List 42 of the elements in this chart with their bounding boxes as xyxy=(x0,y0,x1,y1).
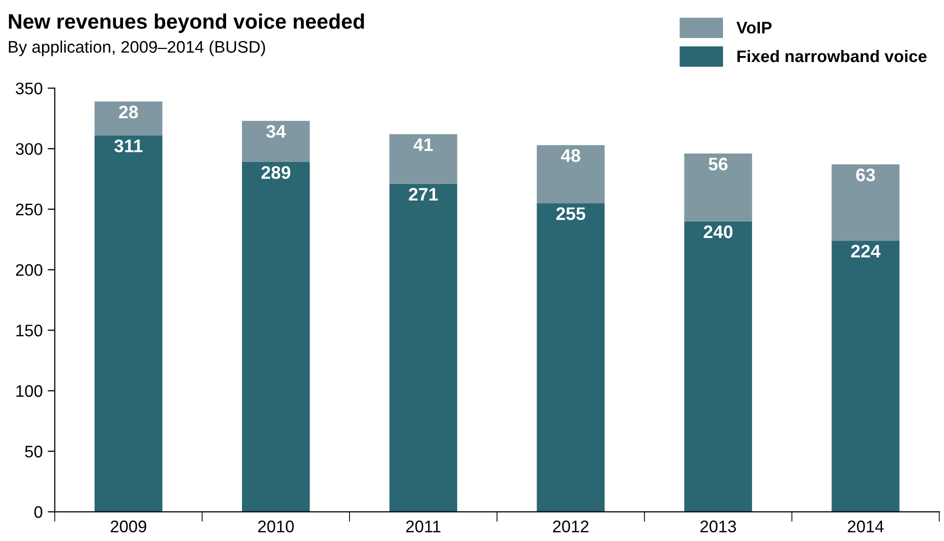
data-label: 48 xyxy=(560,149,580,162)
data-label: 255 xyxy=(556,207,586,220)
bar xyxy=(389,134,458,184)
bar xyxy=(536,203,605,512)
x-tick-label: 2010 xyxy=(258,520,294,532)
y-tick-label: 50 xyxy=(25,446,42,458)
y-tick-label: 350 xyxy=(16,82,42,94)
data-label: 289 xyxy=(261,166,290,179)
bar xyxy=(389,184,458,512)
y-tick-label: 300 xyxy=(16,143,42,155)
x-tick-label: 2011 xyxy=(406,520,440,532)
bar xyxy=(832,164,900,241)
bar xyxy=(684,221,752,512)
chart-subtitle: By application, 2009–2014 (BUSD) xyxy=(8,40,266,56)
data-label: 41 xyxy=(414,138,433,151)
bar xyxy=(242,162,310,512)
legend-label: Fixed narrowband voice xyxy=(737,50,927,62)
bar xyxy=(242,120,310,162)
data-label: 56 xyxy=(708,158,728,170)
x-tick-label: 2014 xyxy=(848,520,884,532)
bar xyxy=(94,101,162,136)
legend-label: VoIP xyxy=(736,22,772,34)
bar xyxy=(536,145,605,204)
chart-title: New revenues beyond voice needed xyxy=(8,14,364,33)
bar xyxy=(94,135,162,512)
y-tick-label: 100 xyxy=(16,385,42,397)
x-tick-label: 2013 xyxy=(700,520,736,532)
data-label: 63 xyxy=(856,168,875,182)
bar xyxy=(832,240,900,512)
y-tick-label: 150 xyxy=(16,324,42,336)
data-label: 240 xyxy=(704,225,732,238)
data-label: 224 xyxy=(851,244,881,258)
y-tick-label: 0 xyxy=(34,506,42,518)
bar xyxy=(684,154,752,222)
x-tick-label: 2012 xyxy=(553,520,588,532)
data-label: 34 xyxy=(266,124,286,138)
data-label: 271 xyxy=(408,188,438,201)
data-label: 311 xyxy=(114,139,143,152)
y-tick-label: 200 xyxy=(16,264,42,276)
data-label: 28 xyxy=(119,106,138,118)
x-tick-label: 2009 xyxy=(110,520,146,532)
y-tick-label: 250 xyxy=(16,204,42,216)
